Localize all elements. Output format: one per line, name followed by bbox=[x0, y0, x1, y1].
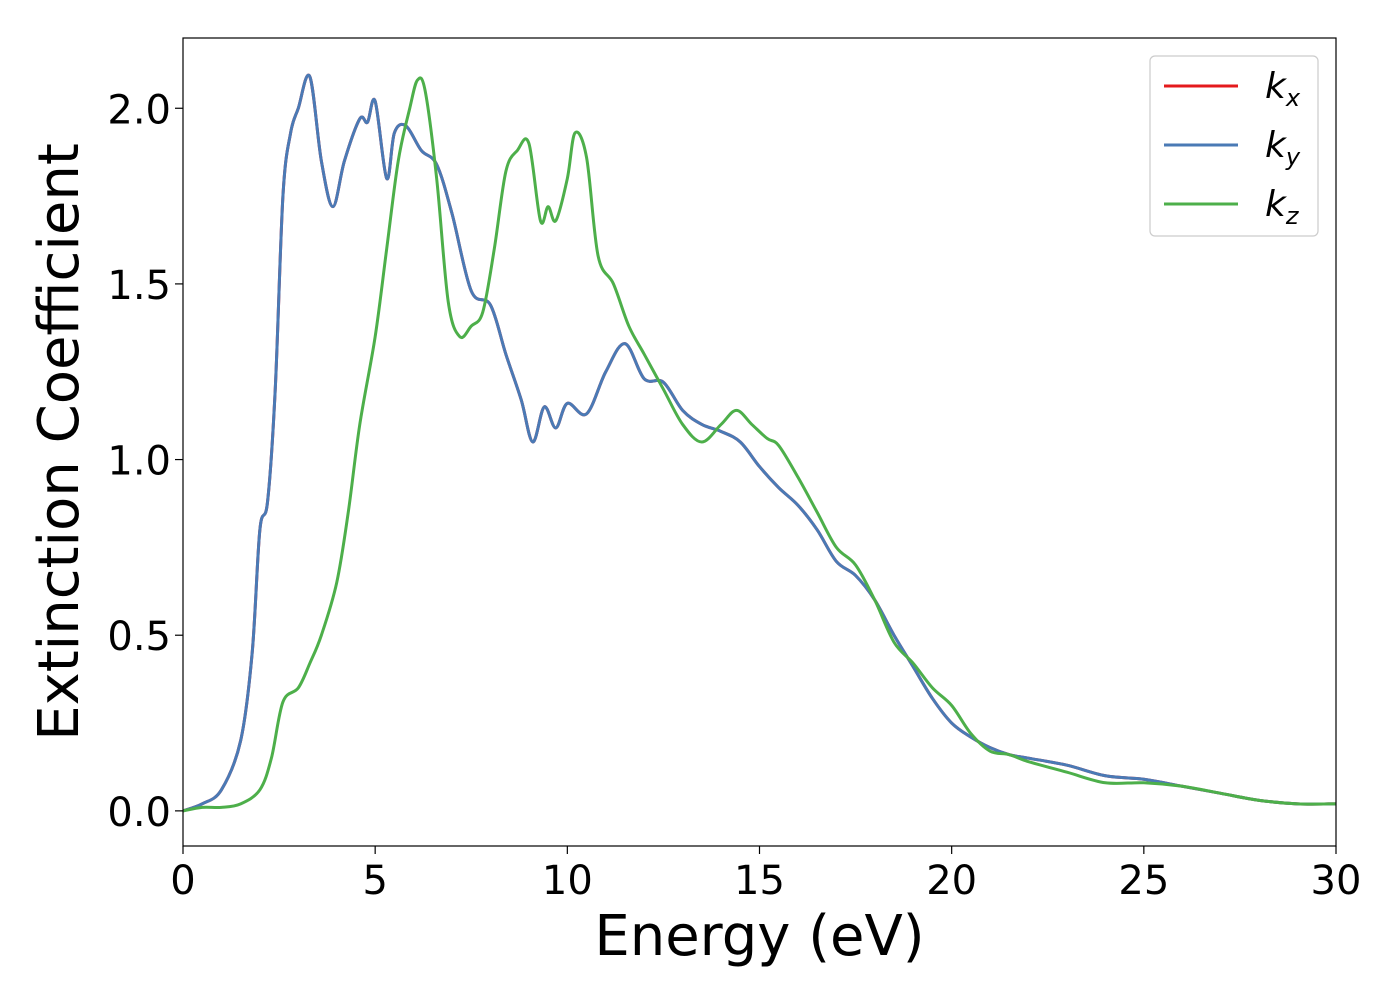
series-line-kz bbox=[183, 76, 1336, 813]
series-layer bbox=[183, 73, 1336, 813]
legend-label-kz: kz bbox=[1265, 184, 1300, 230]
x-tick-label: 30 bbox=[1311, 858, 1362, 904]
x-tick-label: 15 bbox=[734, 858, 785, 904]
x-tick-label: 0 bbox=[170, 858, 195, 904]
x-tick-label: 25 bbox=[1118, 858, 1169, 904]
y-tick-label: 1.0 bbox=[107, 439, 171, 485]
legend-label-ky: ky bbox=[1265, 125, 1301, 171]
legend: kx ky kz bbox=[1149, 55, 1319, 237]
series-line-ky bbox=[183, 73, 1336, 813]
x-tick-label: 20 bbox=[926, 858, 977, 904]
x-tick-label: 10 bbox=[542, 858, 593, 904]
y-tick-label: 0.0 bbox=[107, 790, 171, 836]
y-axis-label: Extinction Coefficient bbox=[27, 143, 92, 741]
y-tick-label: 0.5 bbox=[107, 614, 171, 660]
y-tick-label: 2.0 bbox=[107, 87, 171, 133]
x-axis-label: Energy (eV) bbox=[594, 904, 924, 969]
ticks-layer: 0 5 10 15 20 25 30 0.0 0.5 1.0 1.5 2.0 bbox=[107, 87, 1361, 904]
legend-label-kx: kx bbox=[1265, 66, 1301, 112]
y-tick-label: 1.5 bbox=[107, 263, 171, 309]
x-tick-label: 5 bbox=[362, 858, 387, 904]
